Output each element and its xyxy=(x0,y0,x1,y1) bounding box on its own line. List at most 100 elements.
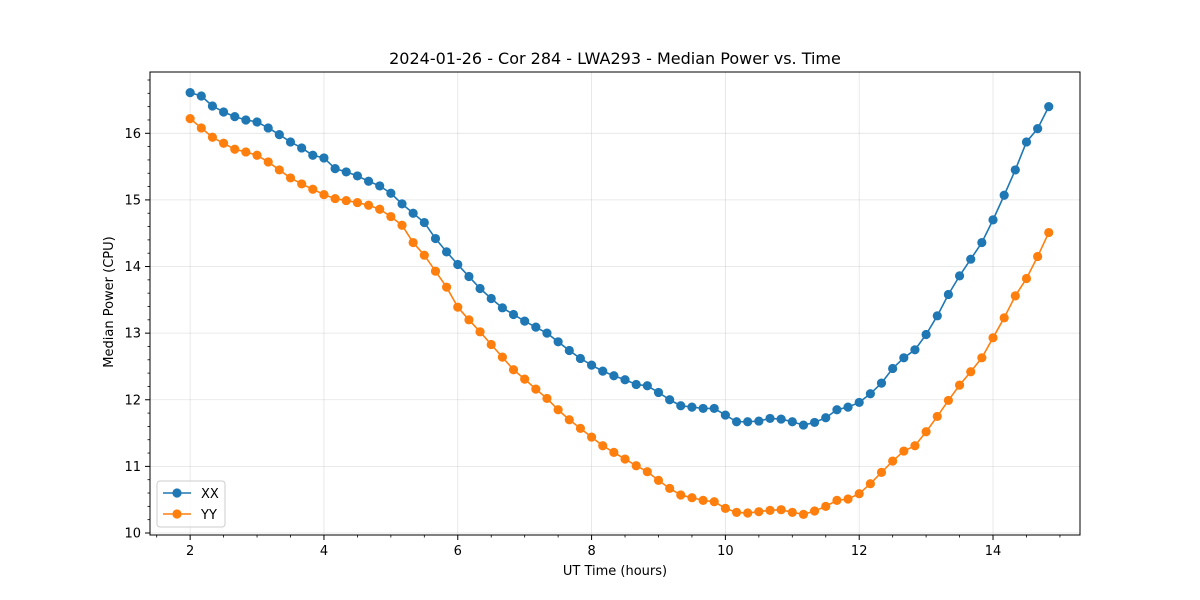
chart-title: 2024-01-26 - Cor 284 - LWA293 - Median P… xyxy=(389,49,841,68)
data-point-yy xyxy=(620,454,630,464)
data-point-xx xyxy=(297,143,307,153)
data-point-xx xyxy=(441,247,452,257)
data-point-yy xyxy=(241,147,251,157)
data-point-xx xyxy=(865,389,875,399)
data-point-yy xyxy=(252,150,262,160)
data-point-yy xyxy=(441,282,452,292)
data-point-xx xyxy=(363,176,374,186)
data-point-yy xyxy=(1033,251,1043,262)
legend-label-xx: XX xyxy=(201,487,219,502)
y-tick-label: 11 xyxy=(124,460,141,475)
data-point-yy xyxy=(665,483,675,493)
y-tick-label: 14 xyxy=(124,260,141,275)
y-tick-label: 10 xyxy=(124,527,141,542)
data-point-xx xyxy=(943,289,953,300)
data-point-xx xyxy=(1010,165,1020,175)
data-point-yy xyxy=(653,475,664,485)
data-point-xx xyxy=(977,237,987,248)
data-point-yy xyxy=(553,405,563,415)
data-point-yy xyxy=(586,432,597,442)
data-point-xx xyxy=(598,366,608,376)
data-point-xx xyxy=(676,401,686,411)
data-point-xx xyxy=(765,413,775,424)
data-point-yy xyxy=(1044,227,1054,238)
x-tick-label: 2 xyxy=(186,544,194,559)
data-point-xx xyxy=(196,91,206,101)
data-point-yy xyxy=(609,447,619,457)
data-point-xx xyxy=(631,379,641,390)
data-point-xx xyxy=(319,153,329,163)
data-point-yy xyxy=(854,489,864,499)
data-point-yy xyxy=(709,497,719,507)
data-point-xx xyxy=(330,163,340,174)
y-tick-label: 16 xyxy=(124,127,141,142)
data-point-yy xyxy=(196,123,206,133)
data-point-yy xyxy=(531,384,541,394)
data-point-xx xyxy=(475,283,485,294)
data-point-xx xyxy=(1021,137,1032,147)
data-point-yy xyxy=(932,411,942,422)
legend-swatch-marker xyxy=(172,509,182,519)
data-point-yy xyxy=(910,441,920,451)
data-point-yy xyxy=(999,313,1009,323)
data-point-yy xyxy=(497,352,507,362)
data-point-yy xyxy=(776,505,786,515)
data-point-xx xyxy=(207,101,218,111)
data-point-yy xyxy=(598,441,608,451)
data-point-xx xyxy=(564,345,574,356)
data-point-xx xyxy=(665,395,675,405)
data-point-xx xyxy=(375,181,385,191)
data-point-xx xyxy=(263,123,273,133)
data-point-yy xyxy=(765,505,775,515)
data-point-xx xyxy=(542,328,552,338)
data-point-xx xyxy=(408,208,418,218)
x-tick-label: 6 xyxy=(454,544,462,559)
data-point-yy xyxy=(408,237,418,248)
data-point-yy xyxy=(642,467,652,477)
data-point-xx xyxy=(453,259,463,270)
data-point-xx xyxy=(653,387,664,398)
data-point-xx xyxy=(754,416,764,426)
data-point-yy xyxy=(207,132,218,142)
data-point-yy xyxy=(888,456,898,466)
axis-ticks: 2 4 6 8 10 12 14 10 11 12 13 14 15 16 xyxy=(124,79,1061,559)
plot-series xyxy=(185,88,1054,519)
data-point-yy xyxy=(943,395,953,406)
data-point-xx xyxy=(274,130,284,140)
data-point-yy xyxy=(899,446,909,456)
data-point-yy xyxy=(308,184,318,194)
data-point-xx xyxy=(586,360,597,370)
data-point-yy xyxy=(185,114,195,124)
data-point-yy xyxy=(230,144,240,154)
data-point-xx xyxy=(430,233,441,244)
data-point-xx xyxy=(609,371,619,381)
data-point-xx xyxy=(352,171,363,181)
data-point-yy xyxy=(475,327,485,337)
x-tick-label: 10 xyxy=(717,544,734,559)
data-point-yy xyxy=(453,302,463,312)
data-point-xx xyxy=(809,417,820,428)
data-point-xx xyxy=(241,115,251,125)
data-point-yy xyxy=(787,507,797,517)
data-point-yy xyxy=(676,490,686,500)
data-point-yy xyxy=(977,353,987,363)
data-point-xx xyxy=(620,375,630,385)
data-point-xx xyxy=(843,402,853,412)
legend-swatch-marker xyxy=(172,488,182,498)
data-point-yy xyxy=(508,365,519,375)
data-point-xx xyxy=(832,405,842,415)
data-point-xx xyxy=(921,329,931,340)
data-point-xx xyxy=(1044,102,1054,112)
data-point-xx xyxy=(308,150,318,160)
data-point-yy xyxy=(1021,273,1032,284)
data-point-yy xyxy=(720,503,730,513)
data-point-yy xyxy=(397,220,407,230)
data-point-yy xyxy=(564,415,574,425)
data-point-xx xyxy=(341,167,351,177)
data-point-xx xyxy=(486,293,496,304)
data-point-xx xyxy=(966,254,976,264)
data-point-yy xyxy=(464,315,474,325)
data-point-xx xyxy=(954,271,965,281)
data-point-xx xyxy=(419,217,429,228)
y-tick-label: 15 xyxy=(124,193,141,208)
